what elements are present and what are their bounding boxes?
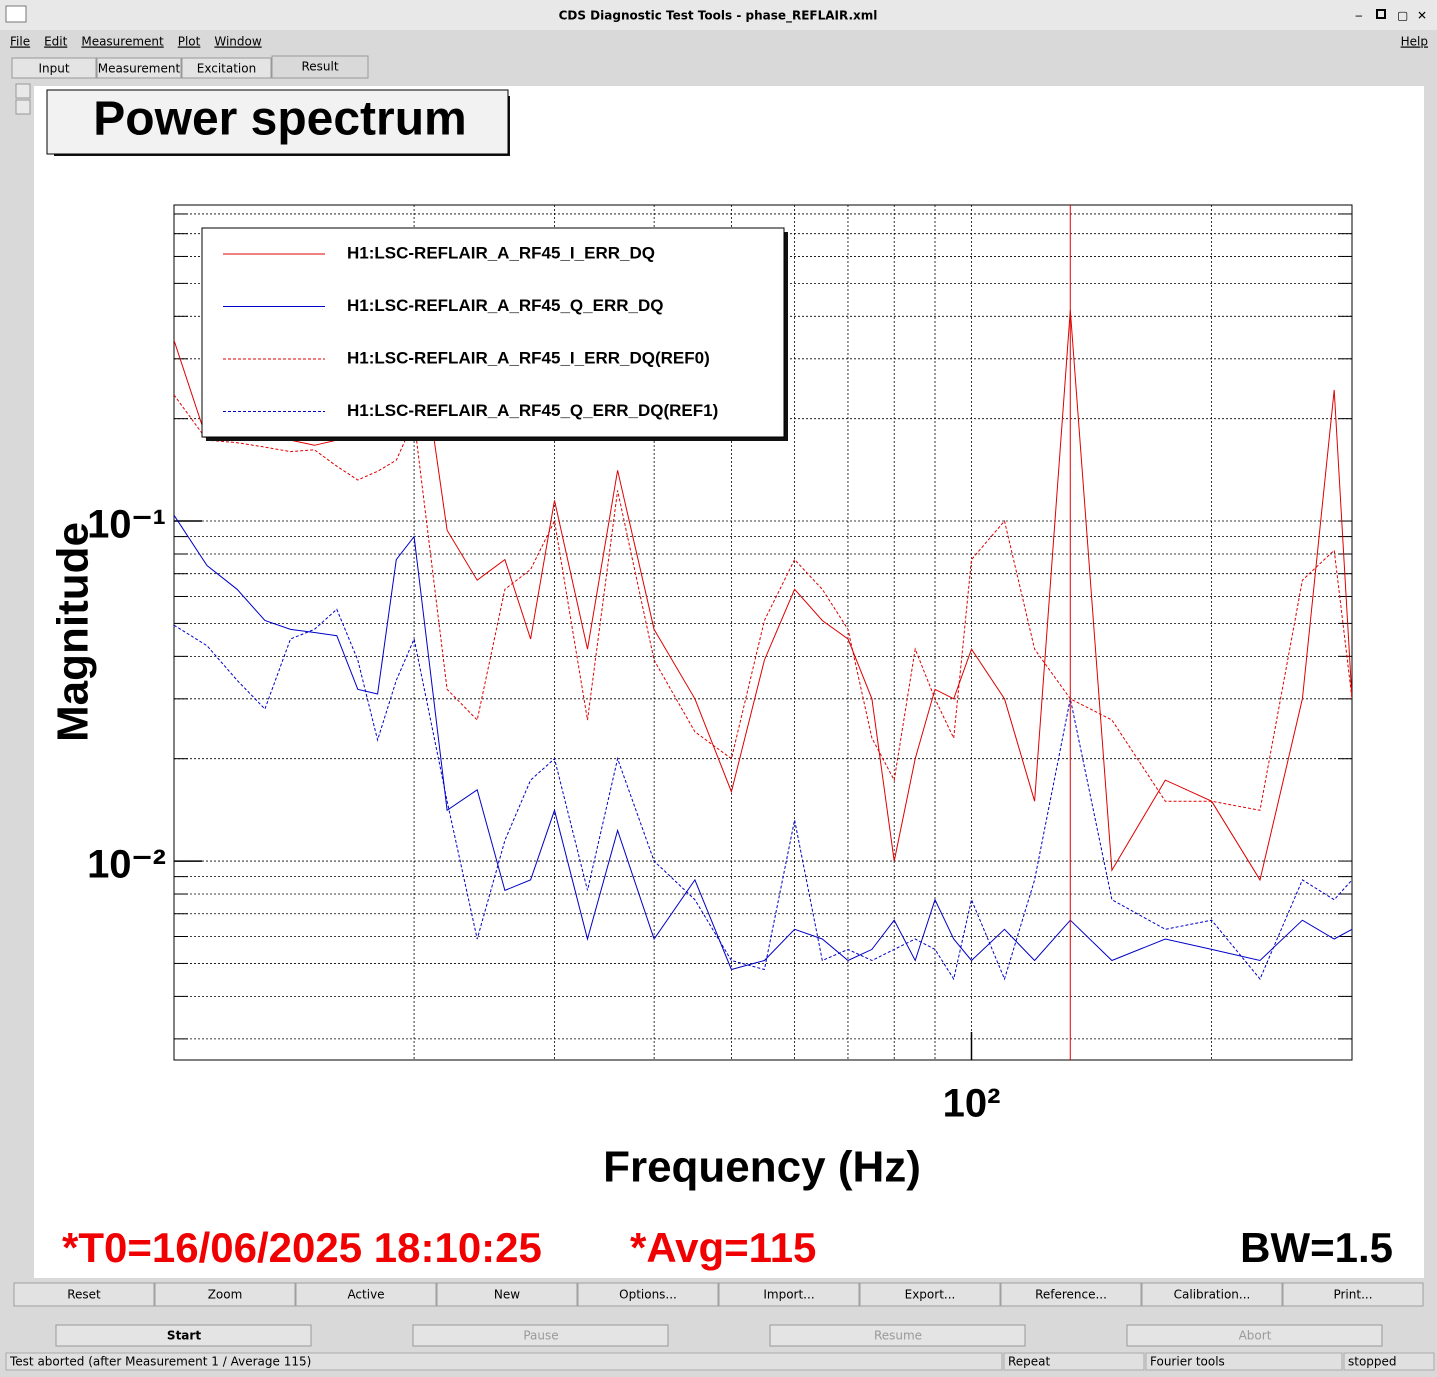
menu-item[interactable]: File — [10, 35, 30, 49]
y-tick-label: 10⁻² — [87, 843, 166, 887]
status-cell — [1003, 1352, 1145, 1371]
y-tick-label: 10⁻¹ — [87, 503, 166, 547]
button-label[interactable]: Options... — [619, 1288, 677, 1302]
title-box — [46, 89, 509, 155]
status-cell — [1343, 1352, 1435, 1371]
run-button — [1126, 1324, 1383, 1347]
run-button-label[interactable]: Start — [167, 1329, 201, 1343]
status-cell — [5, 1352, 1003, 1371]
button[interactable] — [295, 1282, 437, 1307]
button[interactable] — [436, 1282, 578, 1307]
side-arrow[interactable] — [15, 83, 31, 99]
tab-label[interactable]: Measurement — [98, 62, 181, 76]
run-button-label: Resume — [874, 1329, 922, 1343]
button-label[interactable]: Zoom — [208, 1288, 243, 1302]
tab-label[interactable]: Result — [301, 60, 338, 74]
button-label[interactable]: New — [494, 1288, 520, 1302]
button-label[interactable]: Export... — [905, 1288, 956, 1302]
button-label[interactable]: Reset — [67, 1288, 101, 1302]
side-arrow[interactable] — [15, 99, 31, 115]
window-title: CDS Diagnostic Test Tools - phase_REFLAI… — [559, 9, 878, 24]
maximize[interactable] — [1376, 9, 1386, 19]
status-text: Test aborted (after Measurement 1 / Aver… — [9, 1355, 311, 1369]
button-label[interactable]: Print... — [1333, 1288, 1372, 1302]
button[interactable] — [154, 1282, 296, 1307]
button[interactable] — [718, 1282, 860, 1307]
button-label[interactable]: Calibration... — [1174, 1288, 1251, 1302]
tab[interactable] — [11, 57, 97, 79]
x-axis-label: Frequency (Hz) — [603, 1143, 921, 1192]
tab[interactable] — [271, 55, 369, 79]
series-line — [174, 608, 1352, 981]
footer-avg: *Avg=115 — [630, 1224, 816, 1271]
chart-title: Power spectrum — [93, 93, 466, 146]
legend-label: H1:LSC-REFLAIR_A_RF45_Q_ERR_DQ — [347, 296, 663, 315]
title-bar — [0, 0, 1437, 30]
button[interactable] — [1000, 1282, 1142, 1307]
legend-label: H1:LSC-REFLAIR_A_RF45_I_ERR_DQ — [347, 243, 655, 262]
legend — [201, 227, 785, 438]
tab-label[interactable]: Excitation — [197, 62, 256, 76]
legend-label: H1:LSC-REFLAIR_A_RF45_I_ERR_DQ(REF0) — [347, 348, 710, 367]
status-text: Repeat — [1008, 1355, 1051, 1369]
button-label[interactable]: Import... — [763, 1288, 814, 1302]
run-button[interactable] — [55, 1324, 312, 1347]
button-label[interactable]: Active — [347, 1288, 384, 1302]
button[interactable] — [577, 1282, 719, 1307]
run-button-label: Abort — [1239, 1329, 1272, 1343]
status-text: stopped — [1348, 1355, 1397, 1369]
footer-t0: *T0=16/06/2025 18:10:25 — [62, 1224, 542, 1271]
menu-item[interactable]: Edit — [44, 35, 68, 49]
minimize[interactable]: ‒ — [1355, 9, 1363, 23]
legend-label: H1:LSC-REFLAIR_A_RF45_Q_ERR_DQ(REF1) — [347, 401, 718, 420]
close[interactable]: ✕ — [1417, 9, 1427, 23]
tab[interactable] — [96, 57, 182, 79]
maximize-alt[interactable]: ▢ — [1397, 9, 1408, 23]
series-line — [174, 514, 1352, 971]
footer-bw: BW=1.5 — [1240, 1224, 1393, 1271]
button[interactable] — [859, 1282, 1001, 1307]
tab-label[interactable]: Input — [38, 62, 69, 76]
menu-item[interactable]: Plot — [178, 35, 201, 49]
button-label[interactable]: Reference... — [1035, 1288, 1107, 1302]
button[interactable] — [1282, 1282, 1424, 1307]
status-text: Fourier tools — [1150, 1355, 1225, 1369]
menu-item[interactable]: Measurement — [81, 35, 164, 49]
tab[interactable] — [181, 57, 272, 79]
run-button — [769, 1324, 1026, 1347]
y-axis-label: Magnitude — [49, 522, 98, 742]
menu-help[interactable]: Help — [1401, 35, 1428, 49]
status-cell — [1145, 1352, 1343, 1371]
run-button — [412, 1324, 669, 1347]
button[interactable] — [1141, 1282, 1283, 1307]
run-button-label: Pause — [523, 1329, 558, 1343]
button[interactable] — [13, 1282, 155, 1307]
menu-item[interactable]: Window — [214, 35, 262, 49]
x-tick-label: 10² — [943, 1082, 1001, 1126]
window-icon[interactable] — [5, 5, 27, 23]
